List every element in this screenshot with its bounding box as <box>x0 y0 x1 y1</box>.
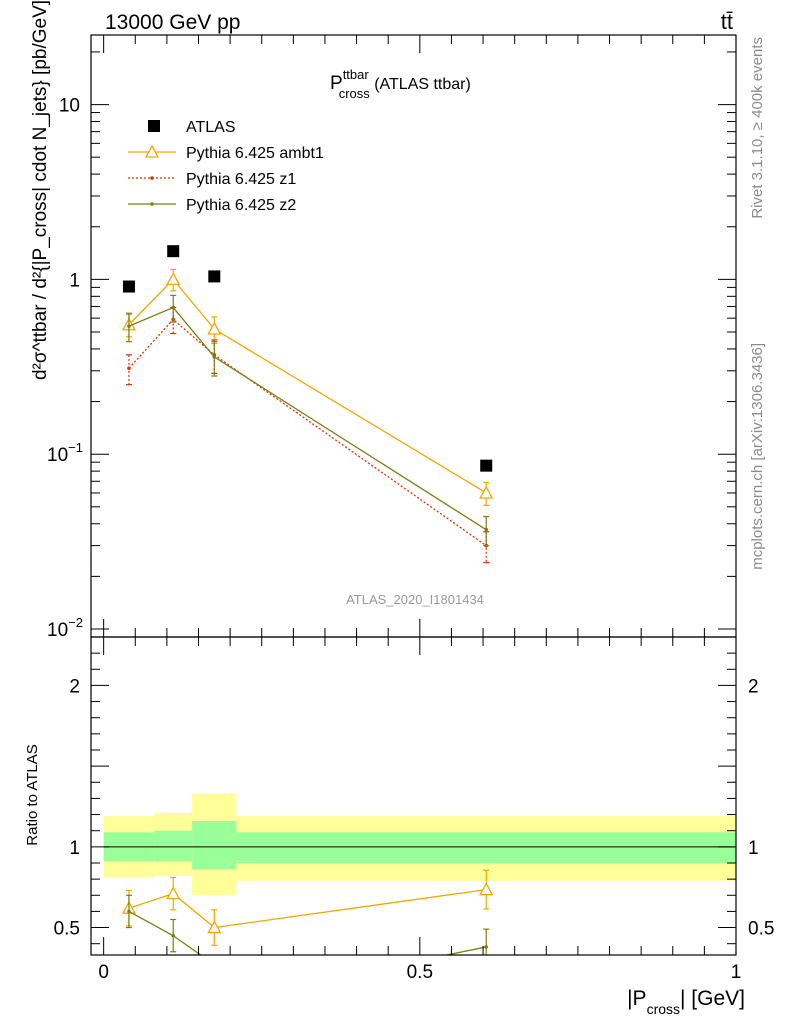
point-marker <box>484 945 489 949</box>
x-tick-label: 0.5 <box>407 962 433 983</box>
legend-label: Pythia 6.425 z1 <box>186 171 296 188</box>
y-tick-label: 10−1 <box>47 440 83 466</box>
triangle-marker <box>207 321 222 335</box>
main-ylabel-text: d²σ^ttbar / d²{|P_cross| cdot N_jets} [p… <box>30 0 51 380</box>
y-tick-label: 10−2 <box>47 615 83 641</box>
legend-label: Pythia 6.425 z2 <box>186 197 296 214</box>
legend-marker <box>150 202 154 206</box>
ratio-y-tick-label: 0.5 <box>54 919 80 940</box>
legend-label: ATLAS <box>186 119 236 136</box>
x-axis-label: |Pcross| [GeV] <box>627 987 745 1017</box>
legend-item: Pythia 6.425 z2 <box>128 197 296 214</box>
ratio-frame <box>90 636 737 956</box>
series-line <box>128 278 487 494</box>
legend-marker <box>148 120 160 132</box>
energy-label: 13000 GeV pp <box>105 11 240 34</box>
series-pythia-6-425-ambt1 <box>121 268 494 506</box>
ratio-line <box>128 910 487 955</box>
main-axis-ticks: 10 1 10−1 10−2 <box>47 35 737 641</box>
main-chart-marks <box>121 245 494 564</box>
y-tick-label: 10 <box>59 96 80 117</box>
ratio-panel: 2 2 1 1 0.5 0.5 0 0.5 1 Ratio to ATLAS |Pcross| … <box>24 636 774 1017</box>
ratio-series <box>121 869 494 946</box>
point-marker <box>127 366 131 371</box>
series-atlas <box>122 245 493 472</box>
triangle-marker <box>207 920 222 934</box>
uncertainty-band-inner <box>154 830 193 862</box>
legend-marker <box>150 176 154 180</box>
atlas-data-point <box>167 245 180 258</box>
atlas-data-point <box>480 459 493 472</box>
legend-item: ATLAS <box>148 119 236 136</box>
triangle-marker <box>479 882 494 896</box>
triangle-marker <box>479 485 494 499</box>
legend-item: Pythia 6.425 ambt1 <box>128 144 324 162</box>
series-line <box>128 306 487 531</box>
series-line <box>128 318 487 547</box>
triangle-marker <box>166 272 181 286</box>
point-marker <box>171 933 176 938</box>
atlas-data-point <box>122 280 135 293</box>
analysis-watermark: ATLAS_2020_I1801434 <box>346 592 484 607</box>
ratio-chart-marks <box>103 793 737 955</box>
ratio-axis-ticks: 2 2 1 1 0.5 0.5 0 0.5 1 <box>54 637 774 983</box>
point-marker <box>127 324 131 328</box>
rivet-label: Rivet 3.1.10, ≥ 400k events <box>749 37 766 219</box>
series-pythia-6-425-z1 <box>125 306 490 564</box>
point-marker <box>212 355 217 359</box>
uncertainty-band-inner <box>192 821 237 870</box>
ratio-series <box>125 894 490 955</box>
ratio-line <box>128 888 487 929</box>
y-tick-label: 1 <box>69 270 80 291</box>
ratio-y-tick-label-right: 0.5 <box>748 919 774 940</box>
triangle-marker <box>166 886 181 900</box>
point-marker <box>171 305 176 310</box>
legend-marker <box>144 144 160 158</box>
mcplots-label: mcplots.cern.ch [arXiv:1306.3436] <box>749 343 766 570</box>
legend-item: Pythia 6.425 z1 <box>128 171 296 188</box>
series-pythia-6-425-z2 <box>125 294 490 547</box>
legend: ATLAS Pythia 6.425 ambt1 Pythia 6.425 z1 Py… <box>128 119 324 214</box>
x-tick-label: 1 <box>731 962 742 983</box>
atlas-data-point <box>208 270 221 283</box>
x-tick-label: 0 <box>98 962 109 983</box>
process-label: tt̄ <box>721 9 733 34</box>
legend-label: Pythia 6.425 ambt1 <box>186 145 324 162</box>
ratio-ylabel: Ratio to ATLAS <box>24 744 41 845</box>
main-panel: 10 1 10−1 10−2 Pttbar cross (ATLAS ttbar) AT… <box>30 0 737 641</box>
main-y-axis-label: d²σ^ttbar / d²{|P_cross| cdot N_jets} [p… <box>30 0 51 380</box>
point-marker <box>127 909 131 914</box>
uncertainty-band-inner <box>236 832 737 863</box>
point-marker <box>484 527 489 532</box>
ratio-y-tick-label-right: 1 <box>748 838 759 859</box>
ratio-y-tick-label: 1 <box>69 838 80 859</box>
chart-title: Pttbar cross (ATLAS ttbar) <box>330 67 471 101</box>
ratio-y-tick-label-right: 2 <box>748 676 759 697</box>
ratio-y-tick-label: 2 <box>69 676 80 697</box>
